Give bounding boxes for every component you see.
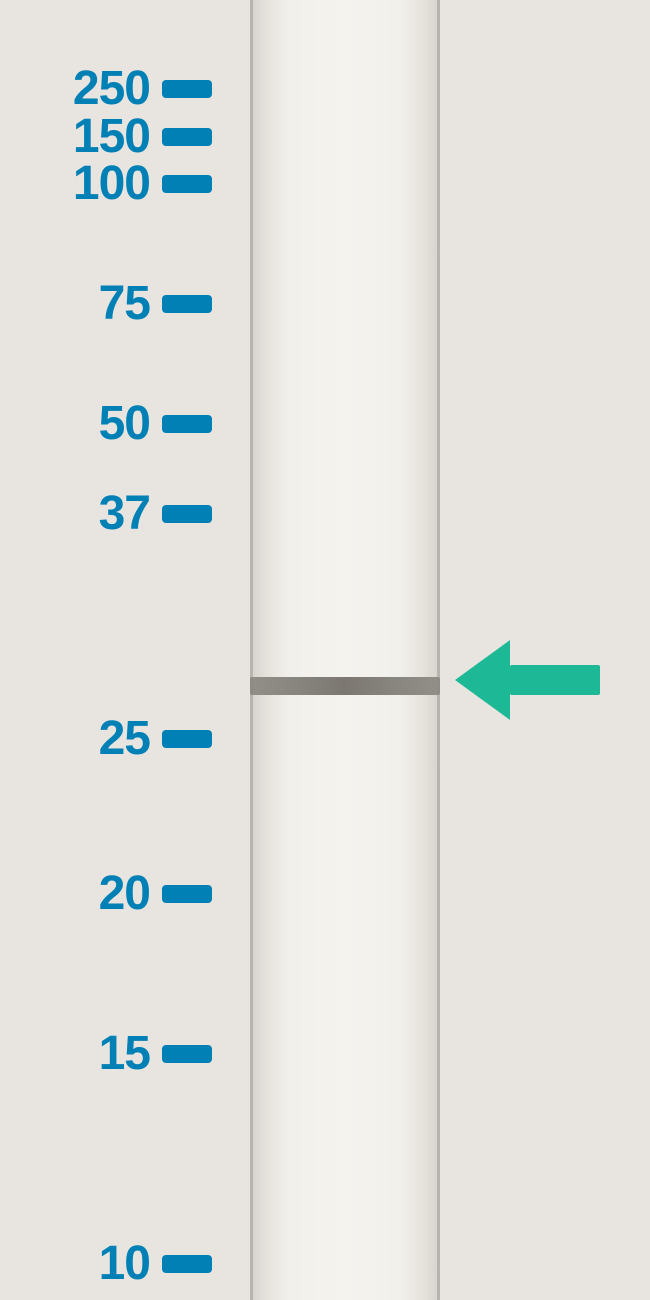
mw-marker-label: 37 (20, 486, 150, 541)
mw-marker-tick (162, 175, 212, 193)
mw-marker-tick (162, 1045, 212, 1063)
mw-marker-label: 250 (20, 61, 150, 116)
mw-marker-row: 15 (20, 1026, 212, 1081)
mw-marker-row: 100 (20, 156, 212, 211)
mw-marker-tick (162, 730, 212, 748)
protein-band (250, 677, 440, 695)
mw-marker-tick (162, 885, 212, 903)
mw-marker-label: 100 (20, 156, 150, 211)
mw-marker-row: 25 (20, 711, 212, 766)
mw-marker-label: 10 (20, 1236, 150, 1291)
mw-marker-tick (162, 80, 212, 98)
mw-marker-label: 20 (20, 866, 150, 921)
mw-marker-row: 75 (20, 276, 212, 331)
mw-marker-tick (162, 128, 212, 146)
mw-marker-row: 50 (20, 396, 212, 451)
mw-marker-label: 25 (20, 711, 150, 766)
mw-marker-row: 10 (20, 1236, 212, 1291)
band-indicator-arrow (455, 640, 600, 720)
mw-marker-label: 15 (20, 1026, 150, 1081)
arrow-shaft (510, 665, 600, 695)
mw-marker-row: 37 (20, 486, 212, 541)
mw-marker-tick (162, 415, 212, 433)
mw-marker-tick (162, 505, 212, 523)
mw-marker-tick (162, 295, 212, 313)
mw-marker-tick (162, 1255, 212, 1273)
mw-marker-row: 20 (20, 866, 212, 921)
gel-lane (250, 0, 440, 1300)
mw-marker-label: 75 (20, 276, 150, 331)
mw-marker-label: 50 (20, 396, 150, 451)
blot-figure: 25015010075503725201510 (0, 0, 650, 1300)
mw-marker-row: 250 (20, 61, 212, 116)
arrow-head-icon (455, 640, 510, 720)
